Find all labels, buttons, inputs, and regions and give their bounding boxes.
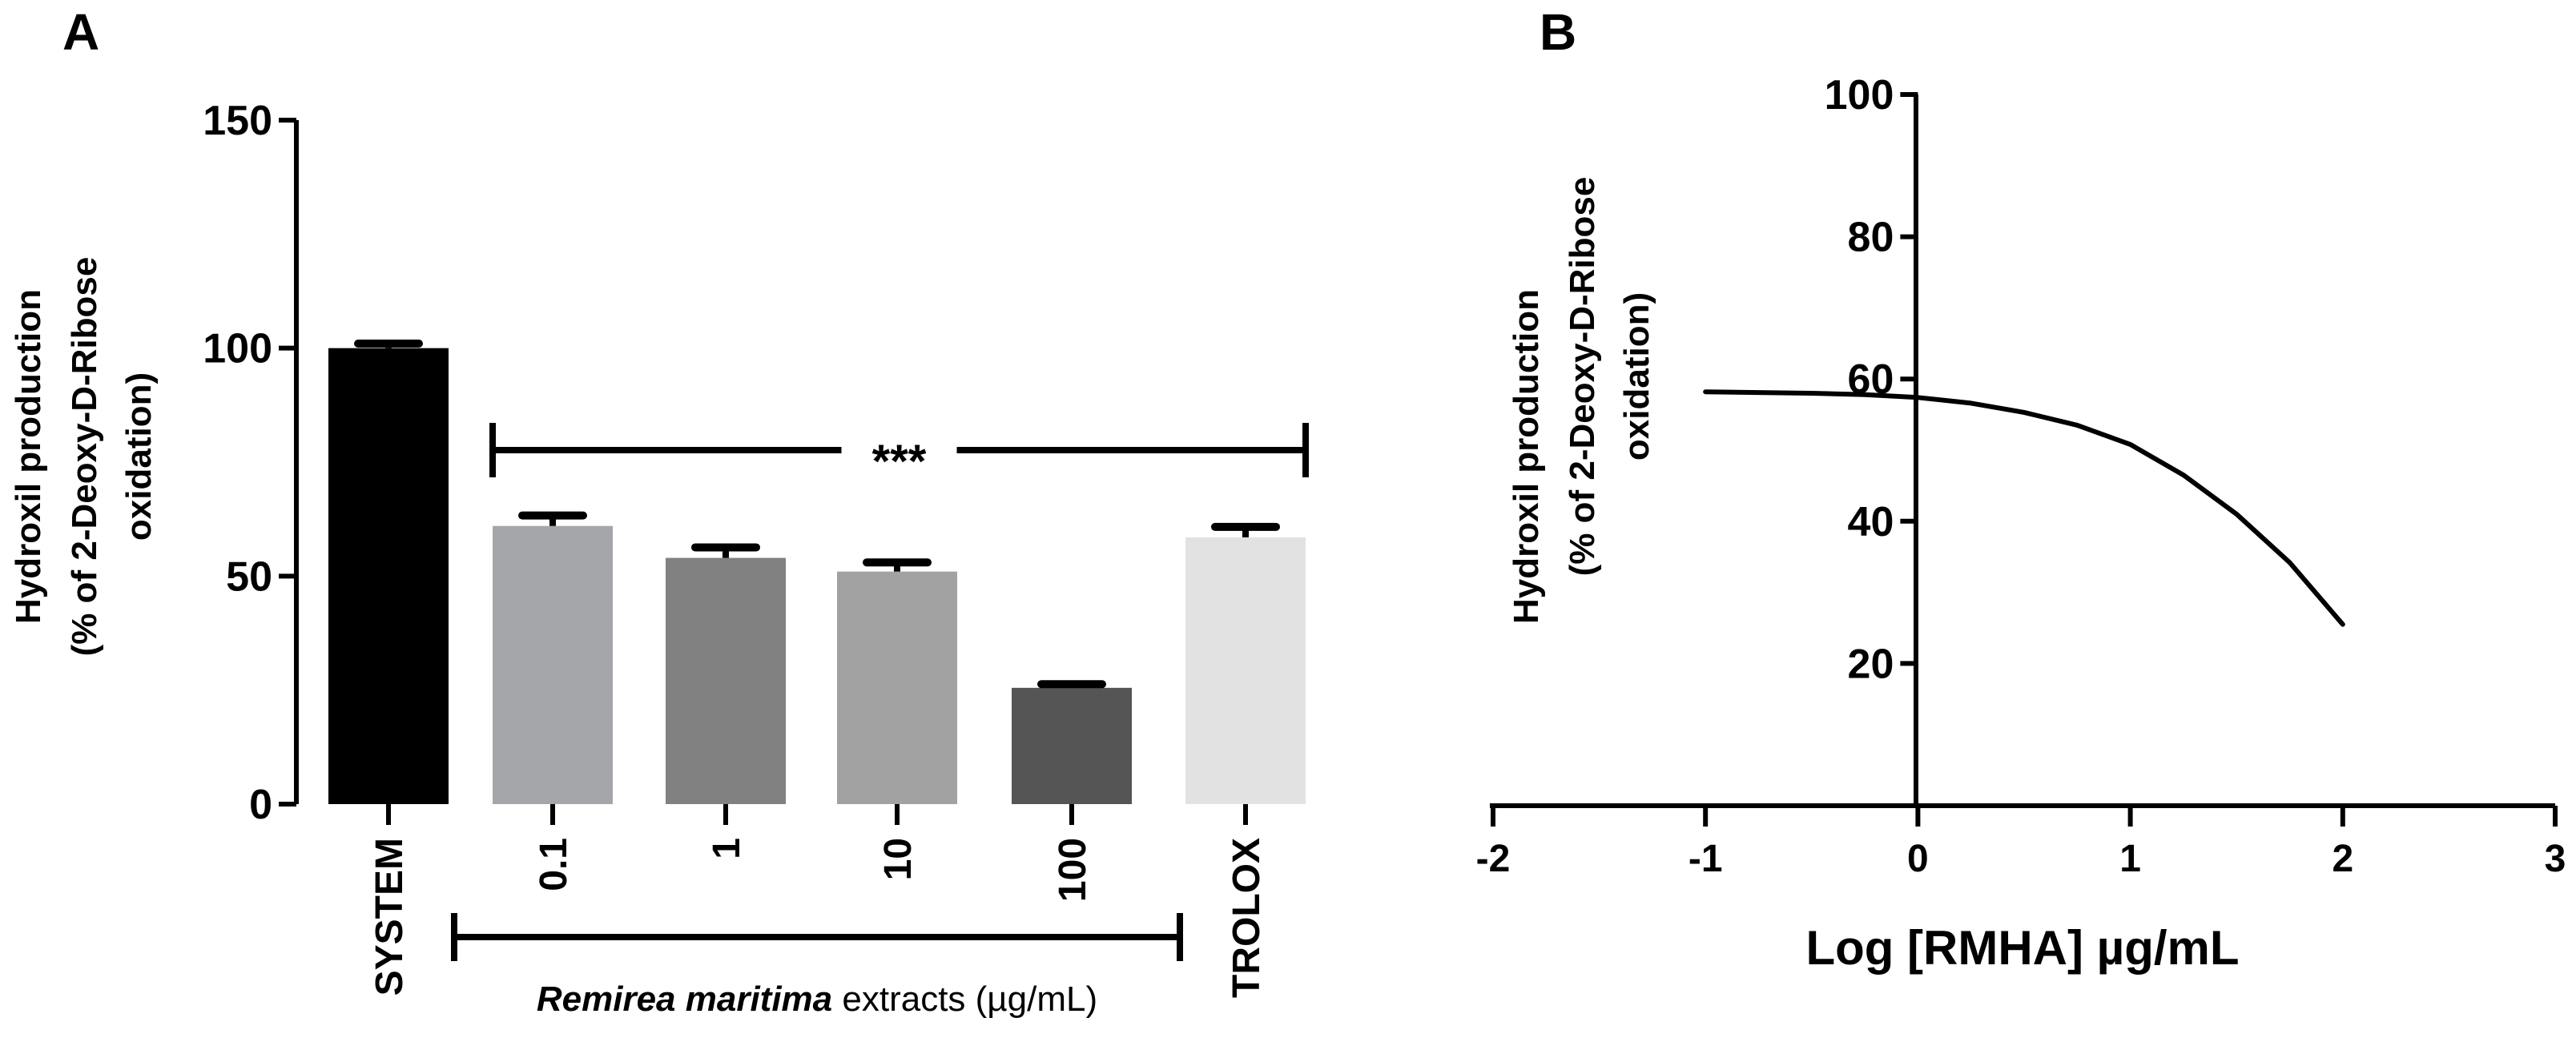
- panel-b-ylabel-line-2: (% of 2-Deoxy-D-Ribose: [1563, 177, 1602, 577]
- panel-a-ylabel-line-3: oxidation): [119, 372, 159, 541]
- panel-a-bar: [1185, 537, 1306, 804]
- panel-a-x-tick-label: SYSTEM: [368, 838, 411, 996]
- panel-a-x-tick-label: 10: [877, 838, 920, 880]
- panel-a-x-tick-label: TROLOX: [1226, 838, 1268, 998]
- panel-a-x-tick-label: 1: [706, 838, 748, 859]
- panel-b-x-tick-label: 3: [2545, 838, 2566, 880]
- panel-b-y-tick-label: 100: [1825, 72, 1894, 119]
- panel-b-y-tick-label: 80: [1848, 215, 1894, 261]
- panel-a-y-tick-label: 50: [226, 553, 272, 600]
- panel-a-bar: [493, 525, 613, 804]
- panel-b-x-tick-label: 0: [1907, 838, 1929, 880]
- panel-b-x-tick-label: 2: [2332, 838, 2353, 880]
- panel-a-y-tick-label: 100: [203, 326, 272, 372]
- panel-a-y-tick-label: 0: [249, 782, 272, 828]
- panel-a-group-bracket: Remirea maritima extracts (µg/mL): [451, 913, 1183, 1019]
- panel-a-group-label: Remirea maritima extracts (µg/mL): [537, 980, 1097, 1019]
- panel-a-group-label-italic: Remirea maritima: [537, 980, 832, 1019]
- panel-a-label: A: [62, 3, 99, 61]
- panel-b-x-tick-label: -2: [1476, 838, 1511, 880]
- panel-b-series-line: [1703, 389, 2345, 627]
- panel-a-y-tick-label: 150: [203, 98, 272, 144]
- panel-a-x-tick-label: 0.1: [533, 838, 575, 891]
- panel-b-y-tick-label: 20: [1848, 641, 1894, 687]
- panel-b-label: B: [1540, 3, 1576, 61]
- panel-a-bar: [1012, 687, 1132, 804]
- panel-a-ylabel-line-2: (% of 2-Deoxy-D-Ribose: [65, 257, 104, 657]
- panel-a-bar: [837, 571, 957, 804]
- panel-b-ylabel-line-3: oxidation): [1617, 292, 1656, 461]
- panel-a: A Hydroxil production (% of 2-Deoxy-D-Ri…: [9, 3, 1309, 1019]
- panel-a-bars: [328, 339, 1306, 805]
- panel-b-x-tick-label: -1: [1688, 838, 1723, 880]
- panel-b-x-ticks: -2 -1 0 1 2 3: [1476, 806, 2566, 880]
- panel-a-group-label-text: extracts (µg/mL): [832, 980, 1097, 1019]
- panel-b: B Hydroxil production (% of 2-Deoxy-D-Ri…: [1476, 3, 2566, 975]
- panel-b-x-axis-label: Log [RMHA] µg/mL: [1805, 921, 2239, 975]
- panel-b-ylabel-line-1: Hydroxil production: [1507, 289, 1546, 624]
- panel-a-bar: [328, 348, 449, 805]
- panel-a-y-ticks: 0 50 100 150: [203, 98, 296, 828]
- panel-a-x-labels: SYSTEM 0.1 1 10 100 TROLOX: [368, 804, 1268, 998]
- panel-b-y-tick-label: 40: [1848, 499, 1894, 545]
- panel-b-x-tick-label: 1: [2119, 838, 2141, 880]
- panel-a-significance-bracket: ***: [489, 423, 1309, 488]
- panel-a-bar: [666, 557, 786, 804]
- panel-a-significance-label: ***: [872, 436, 927, 488]
- panel-a-ylabel-line-1: Hydroxil production: [9, 289, 48, 624]
- panel-a-x-tick-label: 100: [1052, 838, 1094, 902]
